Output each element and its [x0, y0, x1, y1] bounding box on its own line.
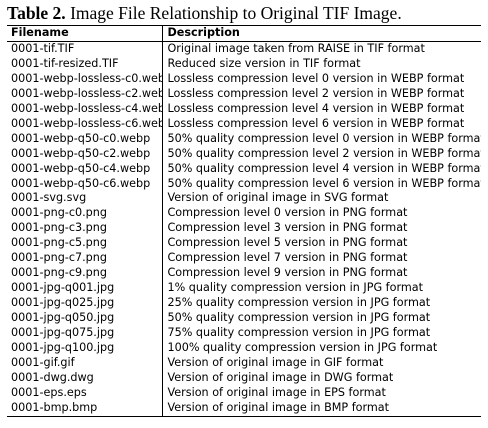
table-row: 0001-webp-lossless-c6.webp Lossless compr…	[7, 116, 481, 132]
filename-cell: 0001-webp-lossless-c4.webp	[11, 101, 162, 115]
table-row: 0001-dwg.dwg Version of original image in…	[7, 370, 481, 386]
table-body: 0001-tif.TIF Original image taken from RA…	[7, 41, 481, 417]
table-row: 0001-jpg-q025.jpg 25% quality compression…	[7, 296, 481, 312]
table-row: 0001-jpg-q075.jpg 75% quality compression…	[7, 326, 481, 342]
table-row: 0001-svg.svg Version of original image in…	[7, 191, 481, 207]
table-row: 0001-webp-q50-c2.webp 50% quality compres…	[7, 146, 481, 162]
description-cell: 50% quality compression level 6 version …	[161, 176, 481, 192]
description-cell: 75% quality compression version in JPG f…	[161, 326, 481, 342]
filename-cell: 0001-webp-lossless-c0.webp	[11, 71, 162, 85]
table-caption: Table 2. Image File Relationship to Orig…	[7, 2, 402, 24]
filename-cell: 0001-eps.eps	[11, 385, 87, 399]
table-row: 0001-jpg-q100.jpg 100% quality compressio…	[7, 341, 481, 356]
header-row: Filename Description	[7, 25, 481, 42]
description-cell: Compression level 0 version in PNG forma…	[161, 206, 481, 222]
description-cell: Lossless compression level 2 version in …	[161, 86, 481, 102]
header-description: Description	[161, 25, 481, 42]
table-row: 0001-webp-lossless-c0.webp Lossless compr…	[7, 71, 481, 87]
table-row: 0001-webp-lossless-c4.webp Lossless compr…	[7, 101, 481, 117]
caption-text: Image File Relationship to Original TIF …	[65, 3, 402, 23]
filename-cell: 0001-webp-q50-c6.webp	[11, 176, 151, 190]
description-cell: Lossless compression level 6 version in …	[161, 116, 481, 132]
description-cell: Lossless compression level 4 version in …	[161, 101, 481, 117]
file-relationship-table: Filename Description 0001-tif.TIF Origina…	[7, 25, 481, 417]
filename-cell: 0001-svg.svg	[11, 191, 87, 205]
table-row: 0001-jpg-q050.jpg 50% quality compression…	[7, 311, 481, 327]
table-row: 0001-eps.eps Version of original image in…	[7, 385, 481, 401]
filename-cell: 0001-webp-q50-c4.webp	[11, 161, 151, 175]
table-row: 0001-webp-q50-c6.webp 50% quality compres…	[7, 176, 481, 192]
description-cell: 1% quality compression version in JPG fo…	[161, 281, 481, 297]
filename-cell: 0001-webp-lossless-c6.webp	[11, 116, 162, 130]
table-row: 0001-gif.gif Version of original image in…	[7, 355, 481, 371]
description-cell: 100% quality compression version in JPG …	[161, 341, 481, 356]
filename-cell: 0001-png-c9.png	[11, 266, 107, 280]
table-row: 0001-webp-q50-c0.webp 50% quality compres…	[7, 131, 481, 147]
filename-cell: 0001-png-c3.png	[11, 221, 107, 235]
description-cell: Reduced size version in TIF format	[161, 56, 481, 72]
filename-cell: 0001-jpg-q100.jpg	[11, 341, 115, 355]
header-filename: Filename	[11, 26, 69, 39]
table-row: 0001-tif.TIF Original image taken from RA…	[7, 41, 481, 57]
filename-cell: 0001-png-c0.png	[11, 206, 107, 220]
table-row: 0001-png-c7.png Compression level 7 versi…	[7, 251, 481, 267]
description-cell: 50% quality compression version in JPG f…	[161, 311, 481, 327]
filename-cell: 0001-tif-resized.TIF	[11, 56, 119, 70]
table-row: 0001-png-c5.png Compression level 5 versi…	[7, 236, 481, 252]
description-cell: Lossless compression level 0 version in …	[161, 71, 481, 87]
filename-cell: 0001-jpg-q050.jpg	[11, 311, 115, 325]
filename-cell: 0001-webp-q50-c2.webp	[11, 146, 151, 160]
description-cell: Original image taken from RAISE in TIF f…	[161, 41, 481, 57]
description-cell: 50% quality compression level 4 version …	[161, 161, 481, 177]
description-cell: Version of original image in SVG format	[161, 191, 481, 207]
description-cell: 50% quality compression level 0 version …	[161, 131, 481, 147]
table-row: 0001-tif-resized.TIF Reduced size version…	[7, 56, 481, 72]
description-cell: 50% quality compression level 2 version …	[161, 146, 481, 162]
table-header: Filename Description	[7, 25, 481, 42]
table-row: 0001-png-c9.png Compression level 9 versi…	[7, 266, 481, 282]
description-cell: Compression level 3 version in PNG forma…	[161, 221, 481, 237]
filename-cell: 0001-gif.gif	[11, 355, 75, 369]
filename-cell: 0001-png-c7.png	[11, 251, 107, 265]
description-cell: Version of original image in GIF format	[161, 355, 481, 371]
table-row: 0001-png-c0.png Compression level 0 versi…	[7, 206, 481, 222]
filename-cell: 0001-webp-lossless-c2.webp	[11, 86, 162, 100]
description-cell: Compression level 7 version in PNG forma…	[161, 251, 481, 267]
filename-cell: 0001-dwg.dwg	[11, 370, 94, 384]
table-row: 0001-bmp.bmp Version of original image in…	[7, 400, 481, 417]
description-cell: Compression level 9 version in PNG forma…	[161, 266, 481, 282]
filename-cell: 0001-jpg-q075.jpg	[11, 326, 115, 340]
filename-cell: 0001-png-c5.png	[11, 236, 107, 250]
caption-label: Table 2.	[7, 3, 66, 23]
filename-cell: 0001-webp-q50-c0.webp	[11, 131, 151, 145]
filename-cell: 0001-bmp.bmp	[11, 400, 98, 414]
description-cell: Version of original image in EPS format	[161, 385, 481, 401]
table-row: 0001-webp-q50-c4.webp 50% quality compres…	[7, 161, 481, 177]
filename-cell: 0001-tif.TIF	[11, 41, 75, 55]
table-row: 0001-webp-lossless-c2.webp Lossless compr…	[7, 86, 481, 102]
table-row: 0001-png-c3.png Compression level 3 versi…	[7, 221, 481, 237]
filename-cell: 0001-jpg-q025.jpg	[11, 296, 115, 310]
description-cell: Version of original image in BMP format	[161, 400, 481, 417]
description-cell: Version of original image in DWG format	[161, 370, 481, 386]
file-relationship-table-container: Filename Description 0001-tif.TIF Origina…	[7, 25, 481, 417]
description-cell: 25% quality compression version in JPG f…	[161, 296, 481, 312]
description-cell: Compression level 5 version in PNG forma…	[161, 236, 481, 252]
table-row: 0001-jpg-q001.jpg 1% quality compression …	[7, 281, 481, 297]
filename-cell: 0001-jpg-q001.jpg	[11, 281, 115, 295]
